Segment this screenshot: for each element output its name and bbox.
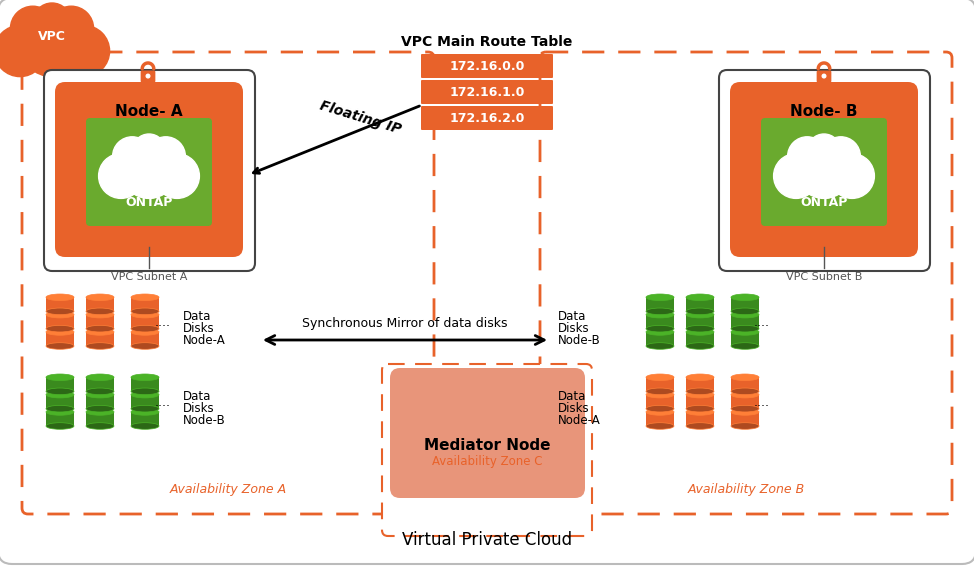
Ellipse shape [131, 405, 159, 412]
Ellipse shape [686, 308, 714, 315]
Ellipse shape [731, 405, 759, 412]
Ellipse shape [86, 405, 114, 412]
Ellipse shape [646, 294, 674, 301]
Ellipse shape [131, 329, 159, 335]
FancyBboxPatch shape [816, 71, 832, 82]
Bar [646, 377, 674, 392]
Circle shape [822, 74, 826, 78]
Ellipse shape [646, 374, 674, 381]
Bar [131, 297, 159, 311]
Circle shape [796, 143, 852, 198]
Circle shape [773, 154, 818, 198]
Bar [86, 297, 114, 311]
Bar [731, 297, 759, 311]
Ellipse shape [46, 329, 74, 335]
Ellipse shape [131, 423, 159, 430]
Ellipse shape [46, 405, 74, 412]
Circle shape [146, 137, 185, 176]
FancyBboxPatch shape [421, 106, 553, 130]
Ellipse shape [131, 374, 159, 381]
Ellipse shape [131, 409, 159, 415]
Bar [646, 297, 674, 311]
Text: Disks: Disks [183, 402, 214, 415]
Ellipse shape [46, 392, 74, 398]
Ellipse shape [131, 343, 159, 349]
Text: Node-B: Node-B [183, 414, 226, 427]
Ellipse shape [646, 405, 674, 412]
Ellipse shape [731, 343, 759, 349]
FancyBboxPatch shape [140, 71, 155, 82]
FancyBboxPatch shape [390, 368, 585, 498]
Circle shape [98, 154, 143, 198]
Bar [86, 332, 114, 346]
Text: Data: Data [558, 390, 586, 403]
Text: ....: .... [155, 396, 171, 408]
Text: Availability Zone B: Availability Zone B [688, 484, 805, 496]
Ellipse shape [46, 409, 74, 415]
Ellipse shape [646, 392, 674, 398]
Circle shape [807, 134, 841, 167]
Bar [46, 377, 74, 392]
Bar [686, 394, 714, 409]
Ellipse shape [646, 343, 674, 349]
Ellipse shape [646, 308, 674, 315]
Text: Disks: Disks [558, 322, 589, 335]
Text: Availability Zone A: Availability Zone A [169, 484, 286, 496]
Circle shape [155, 154, 200, 198]
Bar [86, 315, 114, 329]
Ellipse shape [86, 388, 114, 394]
Ellipse shape [686, 343, 714, 349]
Ellipse shape [46, 325, 74, 332]
Ellipse shape [86, 308, 114, 315]
Bar [646, 412, 674, 426]
Text: Mediator Node: Mediator Node [424, 438, 550, 453]
Text: Synchronous Mirror of data disks: Synchronous Mirror of data disks [302, 317, 507, 330]
Bar [686, 412, 714, 426]
Ellipse shape [731, 374, 759, 381]
Bar [131, 332, 159, 346]
Ellipse shape [731, 325, 759, 332]
Ellipse shape [46, 374, 74, 381]
FancyBboxPatch shape [761, 118, 887, 226]
Ellipse shape [131, 311, 159, 318]
Text: 172.16.2.0: 172.16.2.0 [449, 112, 525, 125]
Text: ....: .... [754, 396, 770, 408]
Text: ONTAP: ONTAP [801, 196, 847, 209]
Circle shape [121, 143, 177, 198]
Ellipse shape [686, 294, 714, 301]
Ellipse shape [86, 294, 114, 301]
Text: 172.16.1.0: 172.16.1.0 [449, 86, 525, 98]
Ellipse shape [86, 343, 114, 349]
Bar [131, 315, 159, 329]
FancyBboxPatch shape [55, 82, 243, 257]
Bar [86, 377, 114, 392]
Bar [131, 412, 159, 426]
Bar [46, 332, 74, 346]
FancyBboxPatch shape [382, 364, 592, 536]
Text: Virtual Private Cloud: Virtual Private Cloud [402, 531, 572, 549]
Circle shape [49, 6, 94, 51]
Ellipse shape [86, 329, 114, 335]
Text: VPC Main Route Table: VPC Main Route Table [401, 35, 573, 49]
Bar [686, 377, 714, 392]
Ellipse shape [646, 311, 674, 318]
FancyBboxPatch shape [44, 70, 255, 271]
Circle shape [0, 25, 46, 76]
Bar [646, 315, 674, 329]
Bar [646, 394, 674, 409]
Text: ONTAP: ONTAP [126, 196, 172, 209]
Bar [686, 315, 714, 329]
FancyBboxPatch shape [421, 80, 553, 104]
Ellipse shape [731, 388, 759, 394]
Bar [686, 332, 714, 346]
Text: Floating IP: Floating IP [318, 99, 402, 137]
Ellipse shape [131, 325, 159, 332]
Text: VPC Subnet A: VPC Subnet A [111, 272, 187, 282]
Text: Availability Zone C: Availability Zone C [431, 455, 543, 469]
Ellipse shape [86, 423, 114, 430]
Ellipse shape [731, 294, 759, 301]
Ellipse shape [86, 409, 114, 415]
Ellipse shape [731, 329, 759, 335]
Ellipse shape [686, 392, 714, 398]
